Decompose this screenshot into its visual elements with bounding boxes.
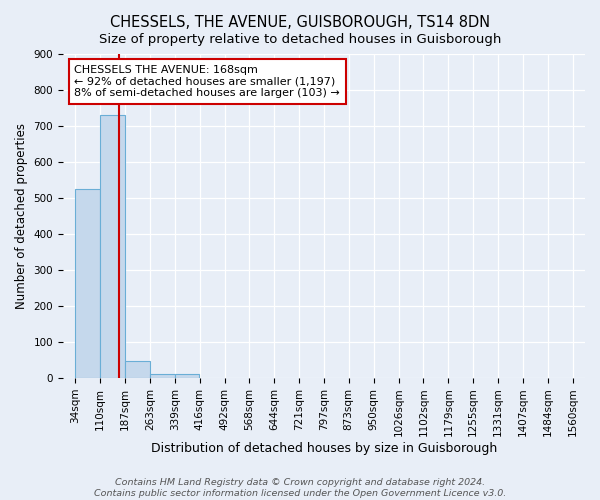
Bar bbox=[150, 374, 175, 378]
X-axis label: Distribution of detached houses by size in Guisborough: Distribution of detached houses by size … bbox=[151, 442, 497, 455]
Bar bbox=[175, 374, 199, 378]
Bar bbox=[125, 361, 150, 378]
Y-axis label: Number of detached properties: Number of detached properties bbox=[15, 123, 28, 309]
Text: Contains HM Land Registry data © Crown copyright and database right 2024.
Contai: Contains HM Land Registry data © Crown c… bbox=[94, 478, 506, 498]
Bar bbox=[75, 189, 100, 378]
Bar bbox=[100, 115, 125, 378]
Text: CHESSELS, THE AVENUE, GUISBOROUGH, TS14 8DN: CHESSELS, THE AVENUE, GUISBOROUGH, TS14 … bbox=[110, 15, 490, 30]
Text: CHESSELS THE AVENUE: 168sqm
← 92% of detached houses are smaller (1,197)
8% of s: CHESSELS THE AVENUE: 168sqm ← 92% of det… bbox=[74, 65, 340, 98]
Text: Size of property relative to detached houses in Guisborough: Size of property relative to detached ho… bbox=[99, 32, 501, 46]
